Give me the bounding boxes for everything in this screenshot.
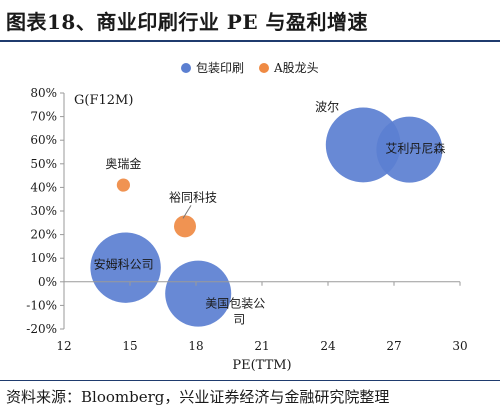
bubble-0-3 xyxy=(376,116,443,183)
point-label: 奥瑞金 xyxy=(105,156,141,171)
x-tick-label: 15 xyxy=(122,339,137,353)
x-ticks: 12 15 18 21 24 27 30 xyxy=(56,281,468,353)
bubble-1-1 xyxy=(174,215,196,238)
y-tick-label: 60% xyxy=(30,133,57,147)
x-tick-label: 12 xyxy=(56,339,71,353)
scatter-chart: -20%-10%0%10%20%30%40%50%60%70%80% 12 15 1… xyxy=(26,61,468,373)
y-tick-label: -20% xyxy=(26,322,57,336)
chart-title: 图表18、商业印刷行业 PE 与盈利增速 xyxy=(6,10,369,34)
x-tick-label: 27 xyxy=(386,339,401,353)
source-note: 资料来源：Bloomberg，兴业证券经济与金融研究院整理 xyxy=(6,388,390,406)
y-tick-label: -10% xyxy=(26,298,57,312)
title-rule xyxy=(0,40,500,42)
legend-swatch-0 xyxy=(181,63,191,73)
bubble-1-0 xyxy=(116,178,130,192)
footer-rule xyxy=(0,380,500,381)
y-tick-label: 10% xyxy=(30,251,57,265)
y-tick-label: 40% xyxy=(30,180,57,194)
legend-swatch-1 xyxy=(259,63,269,73)
x-tick-label: 24 xyxy=(320,339,336,353)
point-label: 裕同科技 xyxy=(169,189,217,204)
point-label: 波尔 xyxy=(315,99,339,114)
x-tick-label: 30 xyxy=(452,339,467,353)
x-tick-label: 18 xyxy=(188,339,203,353)
x-tick-label: 21 xyxy=(254,339,269,353)
legend: 包装印刷 A股龙头 xyxy=(181,61,319,75)
label-leader-line xyxy=(182,205,192,219)
bubbles-layer xyxy=(90,107,443,327)
y-tick-label: 50% xyxy=(30,157,57,171)
y-ticks: -20% -10% 0% 10% 20% 30% 40% 50% 60% 70% 80% xyxy=(26,86,64,336)
point-label: 艾利丹尼森 xyxy=(385,141,445,156)
point-label: 美国包装公司 xyxy=(205,297,265,327)
legend-label-1: A股龙头 xyxy=(273,61,319,75)
y-tick-label: 80% xyxy=(30,86,57,100)
point-label: 安姆科公司 xyxy=(94,257,154,272)
y-tick-label: 0% xyxy=(38,275,57,289)
y-axis-label: G(F12M) xyxy=(74,93,133,108)
bubble-0-0 xyxy=(90,232,161,303)
y-tick-label: 70% xyxy=(30,110,57,124)
y-tick-label: 20% xyxy=(30,228,57,242)
x-axis-label: PE(TTM) xyxy=(232,358,291,373)
y-tick-label: 30% xyxy=(30,204,57,218)
legend-label-0: 包装印刷 xyxy=(196,61,244,75)
bubble-0-1 xyxy=(165,260,232,327)
